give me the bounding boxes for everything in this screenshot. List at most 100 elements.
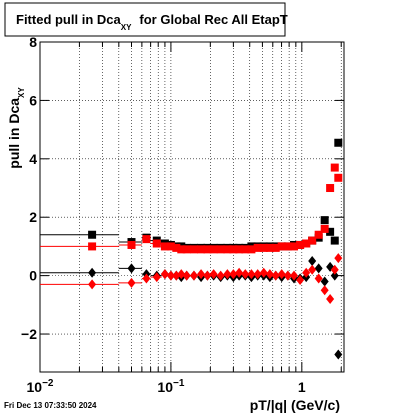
marker-square [326,184,335,193]
marker-square [326,227,335,236]
x-tick-label: 10−2 [27,378,54,395]
x-axis-label: pT/|q| (GeV/c) [250,397,340,413]
marker-diamond [302,267,311,278]
marker-square [152,239,161,248]
x-tick-base: 1 [298,379,306,395]
marker-square [229,245,238,254]
marker-square [296,240,305,249]
marker-diamond [88,279,97,290]
marker-square [253,243,262,252]
marker-diamond [308,264,317,275]
marker-diamond [320,285,329,296]
marker-diamond [330,270,339,281]
marker-diamond [241,269,250,280]
marker-square [334,173,343,182]
marker-square [320,224,329,233]
marker-diamond [197,269,206,280]
title-main: Fitted pull in Dca [16,12,121,27]
plot-frame [39,41,345,373]
marker-diamond [334,349,343,360]
y-tick-label: −2 [21,326,37,342]
marker-square [271,243,280,252]
marker-diamond [189,270,198,281]
marker-square [209,245,218,254]
marker-diamond [247,269,256,280]
marker-diamond [308,256,317,267]
marker-diamond [182,270,191,281]
marker-square [330,163,339,172]
marker-square [247,245,256,254]
marker-square [283,242,292,251]
marker-diamond [271,270,280,281]
x-tick-label: 10−1 [157,378,184,395]
marker-square [160,242,169,251]
marker-square [334,138,343,147]
y-axis-label: pull in DcaXY [6,87,26,169]
marker-square [302,239,311,248]
marker-square [216,245,225,254]
x-tick-base: 10 [27,379,43,395]
marker-square [320,216,329,225]
y-tick-label: 0 [29,268,37,284]
marker-diamond [209,269,218,280]
marker-diamond [152,272,161,283]
y-label-main: pull in Dca [6,98,22,169]
marker-square [142,235,151,244]
y-tick-label: 8 [29,34,37,50]
marker-square [314,230,323,239]
marker-diamond [166,270,175,281]
y-tick-label: 2 [29,209,37,225]
marker-square [88,242,97,251]
marker-square [172,243,181,252]
chart-title: Fitted pull in DcaXY for Global Rec All E… [16,12,288,32]
marker-diamond [265,269,274,280]
marker-diamond [88,267,97,278]
marker-diamond [314,273,323,284]
marker-diamond [253,269,262,280]
y-tick-label: 4 [29,151,37,167]
marker-diamond [320,276,329,287]
marker-diamond [229,269,238,280]
marker-square [166,242,175,251]
marker-diamond [127,263,136,274]
marker-diamond [127,277,136,288]
marker-diamond [326,293,335,304]
marker-diamond [203,270,212,281]
marker-square [277,242,286,251]
marker-diamond [259,267,268,278]
marker-square [127,240,136,249]
marker-diamond [314,263,323,274]
x-tick-exponent: −2 [42,378,54,389]
y-tick-label: 6 [29,92,37,108]
marker-square [197,245,206,254]
marker-square [189,245,198,254]
marker-square [265,243,274,252]
marker-diamond [216,270,225,281]
marker-diamond [177,269,186,280]
marker-square [182,245,191,254]
x-tick-exponent: −1 [173,378,185,389]
marker-square [88,230,97,239]
marker-diamond [277,269,286,280]
title-sub: XY [121,23,132,32]
marker-square [203,245,212,254]
title-box [4,2,286,37]
marker-square [308,236,317,245]
marker-diamond [330,264,339,275]
marker-diamond [160,269,169,280]
marker-square [235,245,244,254]
footer-date: Fri Dec 13 07:33:50 2024 [4,401,97,410]
marker-square [330,236,339,245]
marker-diamond [334,253,343,264]
marker-square [290,242,299,251]
marker-square [241,245,250,254]
marker-diamond [142,273,151,284]
marker-diamond [296,275,305,286]
marker-square [223,245,232,254]
marker-diamond [235,267,244,278]
title-rest: for Global Rec All EtapT [139,12,287,27]
marker-square [259,243,268,252]
marker-square [177,245,186,254]
